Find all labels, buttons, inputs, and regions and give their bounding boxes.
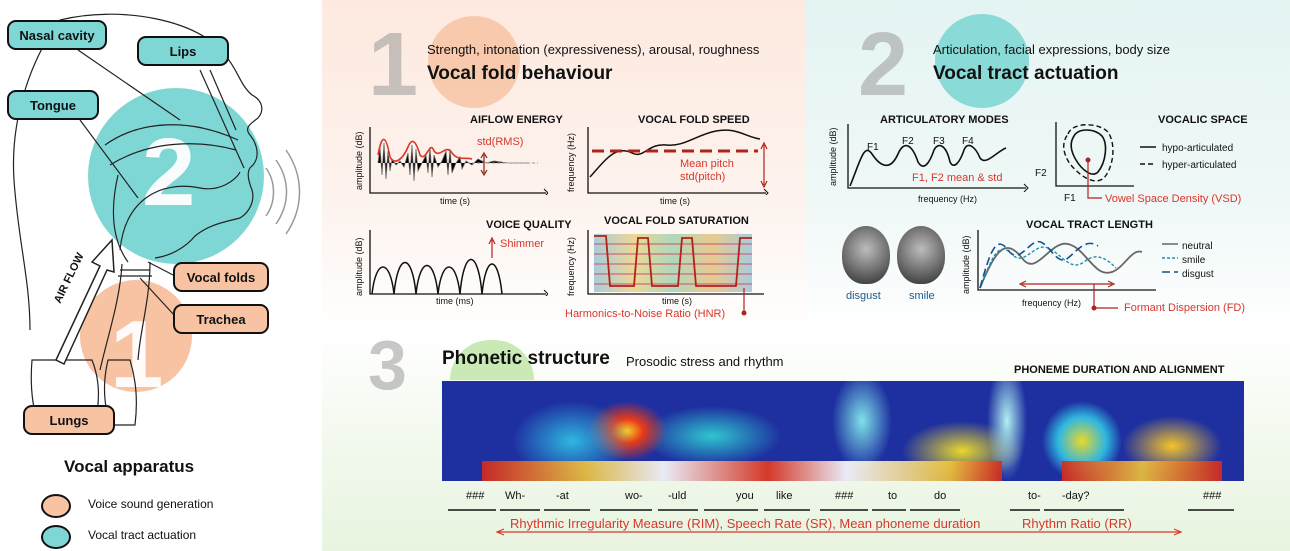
section3-number: 3 [368, 326, 407, 404]
phoneme-11: -day? [1062, 490, 1090, 502]
length-xlabel: frequency (Hz) [1022, 298, 1082, 308]
vocalic-ylabel: F2 [1035, 168, 1047, 179]
legend-label-generation: Voice sound generation [88, 497, 214, 511]
apparatus-number-2: 2 [142, 119, 196, 226]
section1-circle [428, 16, 520, 108]
modes-f3: F3 [933, 136, 945, 147]
phoneme-7: ### [835, 490, 854, 502]
face-disgust-label: disgust [846, 290, 881, 302]
phoneme-10: to- [1028, 490, 1041, 502]
legend-swatch-generation [41, 494, 71, 518]
modes-ylabel: amplitude (dB) [828, 127, 838, 186]
face-smile-icon [897, 226, 945, 284]
phoneme-6: like [776, 490, 793, 502]
apparatus-title: Vocal apparatus [64, 457, 195, 476]
saturation-annot: Harmonics-to-Noise Ratio (HNR) [565, 308, 726, 320]
vocalic-plot [1055, 122, 1156, 199]
speed-annot-mean: Mean pitch [680, 158, 734, 170]
legend-swatch-actuation [41, 525, 71, 549]
modes-annot: F1, F2 mean & std [912, 172, 1003, 184]
length-legend-disgust: disgust [1182, 269, 1214, 280]
section2-number: 2 [858, 15, 909, 115]
length-legend-smile: smile [1182, 255, 1206, 266]
saturation-xlabel: time (s) [662, 296, 692, 306]
phoneme-0: ### [466, 490, 485, 502]
airflow-title: AIFLOW ENERGY [470, 114, 563, 126]
speed-ylabel: frequency (Hz) [566, 132, 576, 192]
air-flow-arrow [55, 238, 115, 366]
modes-title: ARTICULATORY MODES [880, 114, 1009, 126]
vocalic-xlabel: F1 [1064, 193, 1076, 204]
phoneme-9: do [934, 490, 947, 502]
vocalic-annot: Vowel Space Density (VSD) [1105, 193, 1242, 205]
modes-xlabel: frequency (Hz) [918, 194, 978, 204]
lungs-box: Lungs [23, 405, 115, 435]
tongue-box: Tongue [7, 90, 99, 120]
speed-plot [587, 127, 769, 195]
modes-f1: F1 [867, 142, 879, 153]
saturation-ylabel: frequency (Hz) [566, 236, 576, 296]
phoneme-arrows [448, 509, 1234, 536]
quality-ylabel: amplitude (dB) [354, 237, 364, 296]
apparatus-number-1: 1 [110, 301, 164, 408]
phoneme-1: Wh- [505, 490, 526, 502]
face-smile-label: smile [909, 290, 935, 302]
section1-number: 1 [368, 15, 419, 115]
section2-background [806, 0, 1290, 333]
vocalic-legend-hypo: hypo-articulated [1162, 143, 1234, 154]
length-plot [977, 230, 1178, 311]
speed-xlabel: time (s) [660, 196, 690, 206]
pink-zone-circle [80, 280, 192, 392]
phoneme-4: -uld [668, 490, 687, 502]
modes-f4: F4 [962, 136, 974, 147]
phoneme-12: ### [1203, 490, 1222, 502]
face-disgust-icon [842, 226, 890, 284]
modes-plot [847, 124, 1029, 192]
length-legend-neutral: neutral [1182, 241, 1213, 252]
legend-label-actuation: Vocal tract actuation [88, 528, 197, 542]
measure-rim: Rhythmic Irregularity Measure (RIM), Spe… [510, 516, 981, 531]
airflow-plot [369, 127, 548, 195]
quality-plot [369, 230, 548, 296]
quality-annot: Shimmer [500, 238, 545, 250]
airflow-xlabel: time (s) [440, 196, 470, 206]
speed-title: VOCAL FOLD SPEED [638, 114, 750, 126]
vocalic-legend-hyper: hyper-articulated [1162, 160, 1237, 171]
section2-subtitle: Articulation, facial expressions, body s… [933, 42, 1171, 57]
vocal-folds-box: Vocal folds [173, 262, 269, 292]
section3-right-title: PHONEME DURATION AND ALIGNMENT [1014, 364, 1225, 376]
section3-title: Phonetic structure [442, 348, 610, 369]
quality-xlabel: time (ms) [436, 296, 474, 306]
saturation-title: VOCAL FOLD SATURATION [604, 215, 749, 227]
spectrogram [442, 381, 1244, 481]
saturation-plot [587, 230, 764, 316]
nasal-cavity-box: Nasal cavity [7, 20, 107, 50]
trachea-box: Trachea [173, 304, 269, 334]
head-silhouette-icon [12, 13, 301, 426]
phoneme-8: to [888, 490, 898, 502]
airflow-ylabel: amplitude (dB) [354, 131, 364, 190]
modes-f2: F2 [902, 136, 914, 147]
section1-title: Vocal fold behaviour [427, 63, 613, 84]
airflow-annot: std(RMS) [477, 136, 524, 148]
phoneme-3: wo- [625, 490, 643, 502]
quality-title: VOICE QUALITY [486, 219, 572, 231]
measure-rr: Rhythm Ratio (RR) [1022, 516, 1132, 531]
vocalic-title: VOCALIC SPACE [1158, 114, 1248, 126]
lips-box: Lips [137, 36, 229, 66]
section1-subtitle: Strength, intonation (expressiveness), a… [427, 42, 760, 57]
section2-circle [935, 14, 1029, 108]
phoneme-2: -at [556, 490, 569, 502]
phoneme-5: you [736, 490, 754, 502]
section3-subtitle: Prosodic stress and rhythm [626, 354, 784, 369]
length-title: VOCAL TRACT LENGTH [1026, 219, 1153, 231]
length-annot: Formant Dispersion (FD) [1124, 302, 1246, 314]
section2-title: Vocal tract actuation [933, 63, 1119, 84]
speed-annot-std: std(pitch) [680, 171, 726, 183]
length-ylabel: amplitude (dB) [961, 235, 971, 294]
